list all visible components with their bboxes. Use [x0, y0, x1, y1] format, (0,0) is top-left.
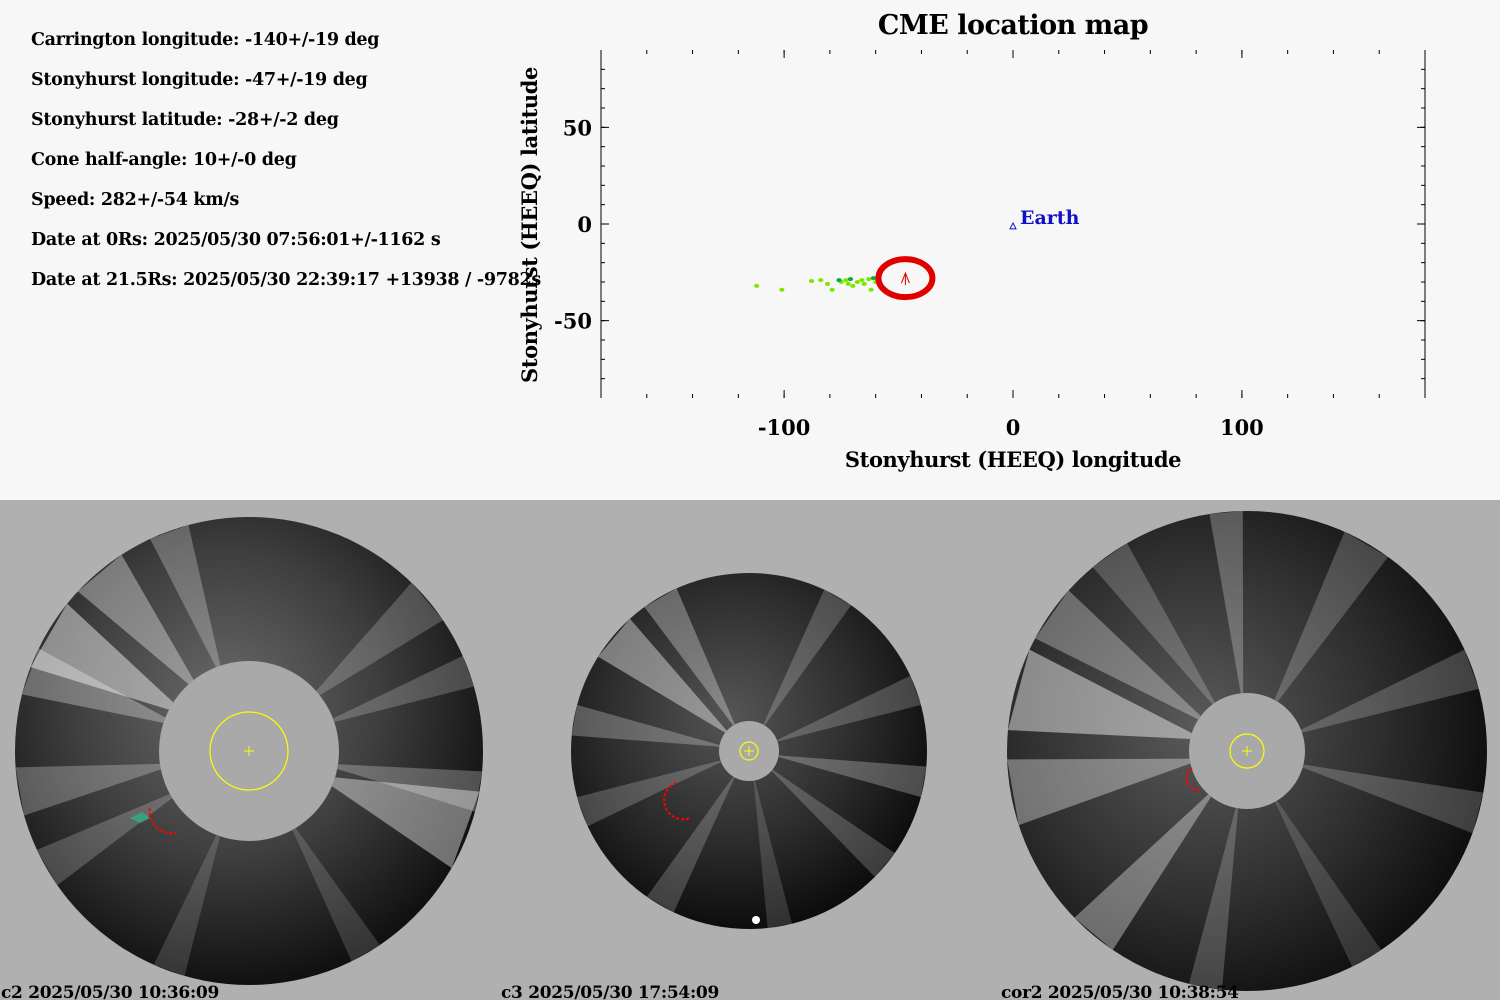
- data-point: [847, 277, 854, 282]
- cor2-label: cor2 2025/05/30 10:38:54: [1001, 983, 1239, 1000]
- c2-cme-arc: [148, 807, 177, 835]
- streamer-ray: [153, 834, 220, 976]
- c3-star: [752, 916, 760, 924]
- streamer-ray: [15, 763, 161, 816]
- data-point: [808, 279, 815, 284]
- data-point: [843, 278, 849, 283]
- coronagraph-panels: c2 2025/05/30 10:36:09 c3 2025/05/30 17:…: [0, 500, 1500, 1000]
- streamer-ray: [1302, 764, 1484, 834]
- streamer-ray: [1007, 649, 1192, 739]
- y-axis-label: Stonyhurst (HEEQ) latitude: [517, 67, 542, 383]
- y-tick-label: 50: [563, 115, 592, 140]
- earth-marker: [1009, 221, 1017, 230]
- streamer-ray: [771, 769, 895, 877]
- data-point: [836, 278, 842, 283]
- y-tick-label: 0: [577, 212, 592, 237]
- date-at-21-5rs: Date at 21.5Rs: 2025/05/30 22:39:17 +139…: [31, 270, 541, 290]
- carrington-longitude: Carrington longitude: -140+/-19 deg: [31, 30, 380, 50]
- streamer-ray: [1007, 758, 1191, 826]
- data-point: [754, 283, 760, 288]
- c2-coronagraph-image: c2 2025/05/30 10:36:09: [1, 517, 483, 1000]
- streamer-ray: [316, 582, 443, 696]
- cor2-streamers: [1007, 511, 1484, 990]
- c3-cme-arc: [663, 782, 691, 821]
- streamer-ray: [753, 780, 793, 929]
- data-point: [861, 281, 867, 286]
- streamer-ray: [1274, 531, 1389, 702]
- streamer-ray: [1188, 807, 1239, 990]
- streamer-ray: [30, 603, 174, 710]
- streamer-ray: [21, 648, 166, 723]
- date-at-0rs: Date at 0Rs: 2025/05/30 07:56:01+/-1162 …: [31, 230, 441, 250]
- streamer-ray: [1074, 794, 1212, 950]
- cone-half-angle: Cone half-angle: 10+/-0 deg: [31, 150, 297, 170]
- data-point: [850, 283, 856, 288]
- streamer-ray: [1092, 543, 1215, 705]
- c3-streamers: [571, 588, 927, 929]
- cor2-cme-arc: [1185, 767, 1201, 792]
- c3-sun-center-icon: [744, 746, 754, 756]
- stonyhurst-latitude: Stonyhurst latitude: -28+/-2 deg: [31, 110, 339, 130]
- data-point: [854, 280, 860, 284]
- c3-label: c3 2025/05/30 17:54:09: [501, 983, 719, 1000]
- streamer-ray: [150, 524, 221, 668]
- chart-title: CME location map: [878, 10, 1148, 41]
- x-tick-label: 100: [1220, 415, 1264, 440]
- c2-streamers: [15, 524, 483, 976]
- cor2-sun-limb: [1229, 733, 1265, 769]
- plot-marks: Earth: [754, 207, 1080, 301]
- streamer-ray: [644, 588, 735, 726]
- streamer-ray: [577, 760, 722, 827]
- earth-label: Earth: [1020, 207, 1080, 229]
- cme-location-map: CME location map -100 0 100 50 0 -50 Earth St…: [517, 10, 1426, 472]
- c2-label: c2 2025/05/30 10:36:09: [1, 983, 219, 1000]
- data-point: [859, 278, 865, 283]
- plot-axes: -100 0 100 50 0 -50: [554, 50, 1426, 440]
- streamer-ray: [646, 776, 735, 913]
- streamer-ray: [1035, 590, 1201, 720]
- streamer-ray: [1274, 800, 1382, 967]
- streamer-ray: [332, 655, 474, 722]
- x-axis-label: Stonyhurst (HEEQ) longitude: [845, 447, 1181, 472]
- streamer-ray: [778, 755, 927, 798]
- cme-parameters: Carrington longitude: -140+/-19 deg Ston…: [31, 30, 541, 310]
- data-point: [779, 287, 785, 292]
- data-point: [845, 281, 851, 286]
- c2-sun-center-icon: [244, 746, 254, 756]
- c3-coronagraph-image: c3 2025/05/30 17:54:09: [501, 573, 927, 1000]
- data-point: [818, 278, 824, 283]
- streamer-ray: [763, 589, 852, 726]
- streamer-ray: [292, 827, 380, 962]
- streamer-ray: [77, 554, 194, 685]
- data-point: [866, 277, 872, 282]
- data-point: [829, 287, 835, 292]
- c2-cme-feature: [130, 812, 150, 823]
- streamer-ray: [776, 675, 921, 742]
- streamer-ray: [337, 764, 483, 812]
- streamer-ray: [1300, 649, 1479, 733]
- c2-sun-limb: [209, 711, 289, 791]
- x-tick-label: 0: [1006, 415, 1021, 440]
- stonyhurst-longitude: Stonyhurst longitude: -47+/-19 deg: [31, 70, 368, 90]
- cor2-coronagraph-image: cor2 2025/05/30 10:38:54: [1001, 511, 1487, 1000]
- streamer-ray: [571, 704, 720, 747]
- c3-sun-limb: [739, 741, 759, 761]
- streamer-ray: [598, 618, 727, 733]
- speed: Speed: 282+/-54 km/s: [31, 190, 240, 210]
- data-point: [825, 281, 831, 286]
- data-point: [868, 287, 874, 292]
- streamer-ray: [1209, 511, 1244, 694]
- cme-location-ring: [875, 256, 936, 301]
- y-tick-label: -50: [554, 309, 592, 334]
- cor2-sun-center-icon: [1242, 746, 1252, 756]
- cme-direction-marker: [900, 271, 910, 286]
- x-tick-label: -100: [758, 415, 811, 440]
- streamer-ray: [331, 777, 480, 868]
- data-point: [870, 276, 876, 281]
- top-section: Carrington longitude: -140+/-19 deg Ston…: [31, 10, 1426, 472]
